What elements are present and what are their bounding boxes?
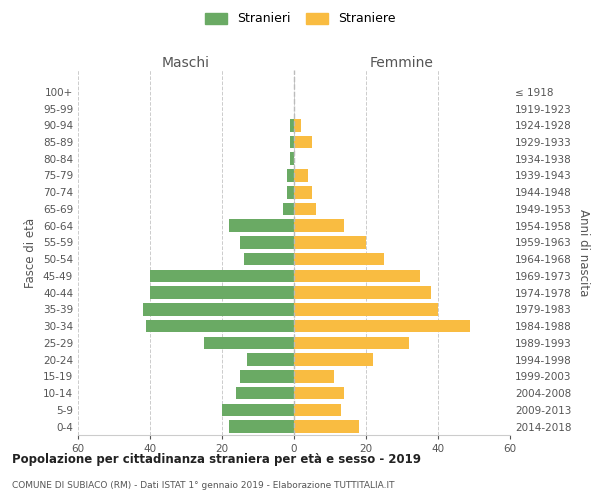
Bar	[236, 387, 294, 400]
Bar	[222, 404, 294, 416]
Bar	[204, 336, 294, 349]
Bar	[287, 169, 294, 182]
Bar	[294, 169, 308, 182]
Legend: Stranieri, Straniere: Stranieri, Straniere	[201, 8, 399, 29]
Bar	[294, 202, 316, 215]
Bar	[244, 253, 294, 266]
Bar	[294, 186, 312, 198]
Y-axis label: Anni di nascita: Anni di nascita	[577, 209, 590, 296]
Bar	[294, 119, 301, 132]
Text: Popolazione per cittadinanza straniera per età e sesso - 2019: Popolazione per cittadinanza straniera p…	[12, 452, 421, 466]
Bar	[294, 336, 409, 349]
Bar	[240, 236, 294, 248]
Bar	[240, 370, 294, 382]
Bar	[247, 354, 294, 366]
Bar	[294, 370, 334, 382]
Text: COMUNE DI SUBIACO (RM) - Dati ISTAT 1° gennaio 2019 - Elaborazione TUTTITALIA.IT: COMUNE DI SUBIACO (RM) - Dati ISTAT 1° g…	[12, 480, 395, 490]
Bar	[294, 320, 470, 332]
Bar	[283, 202, 294, 215]
Text: Maschi: Maschi	[162, 56, 210, 70]
Bar	[290, 119, 294, 132]
Bar	[294, 220, 344, 232]
Bar	[150, 286, 294, 299]
Bar	[294, 286, 431, 299]
Bar	[287, 186, 294, 198]
Bar	[294, 270, 420, 282]
Bar	[294, 354, 373, 366]
Bar	[294, 387, 344, 400]
Bar	[294, 303, 438, 316]
Bar	[229, 220, 294, 232]
Bar	[290, 152, 294, 165]
Bar	[143, 303, 294, 316]
Bar	[294, 420, 359, 433]
Bar	[290, 136, 294, 148]
Bar	[150, 270, 294, 282]
Bar	[146, 320, 294, 332]
Bar	[294, 136, 312, 148]
Bar	[294, 404, 341, 416]
Bar	[294, 253, 384, 266]
Text: Femmine: Femmine	[370, 56, 434, 70]
Bar	[294, 236, 366, 248]
Bar	[229, 420, 294, 433]
Y-axis label: Fasce di età: Fasce di età	[25, 218, 37, 288]
